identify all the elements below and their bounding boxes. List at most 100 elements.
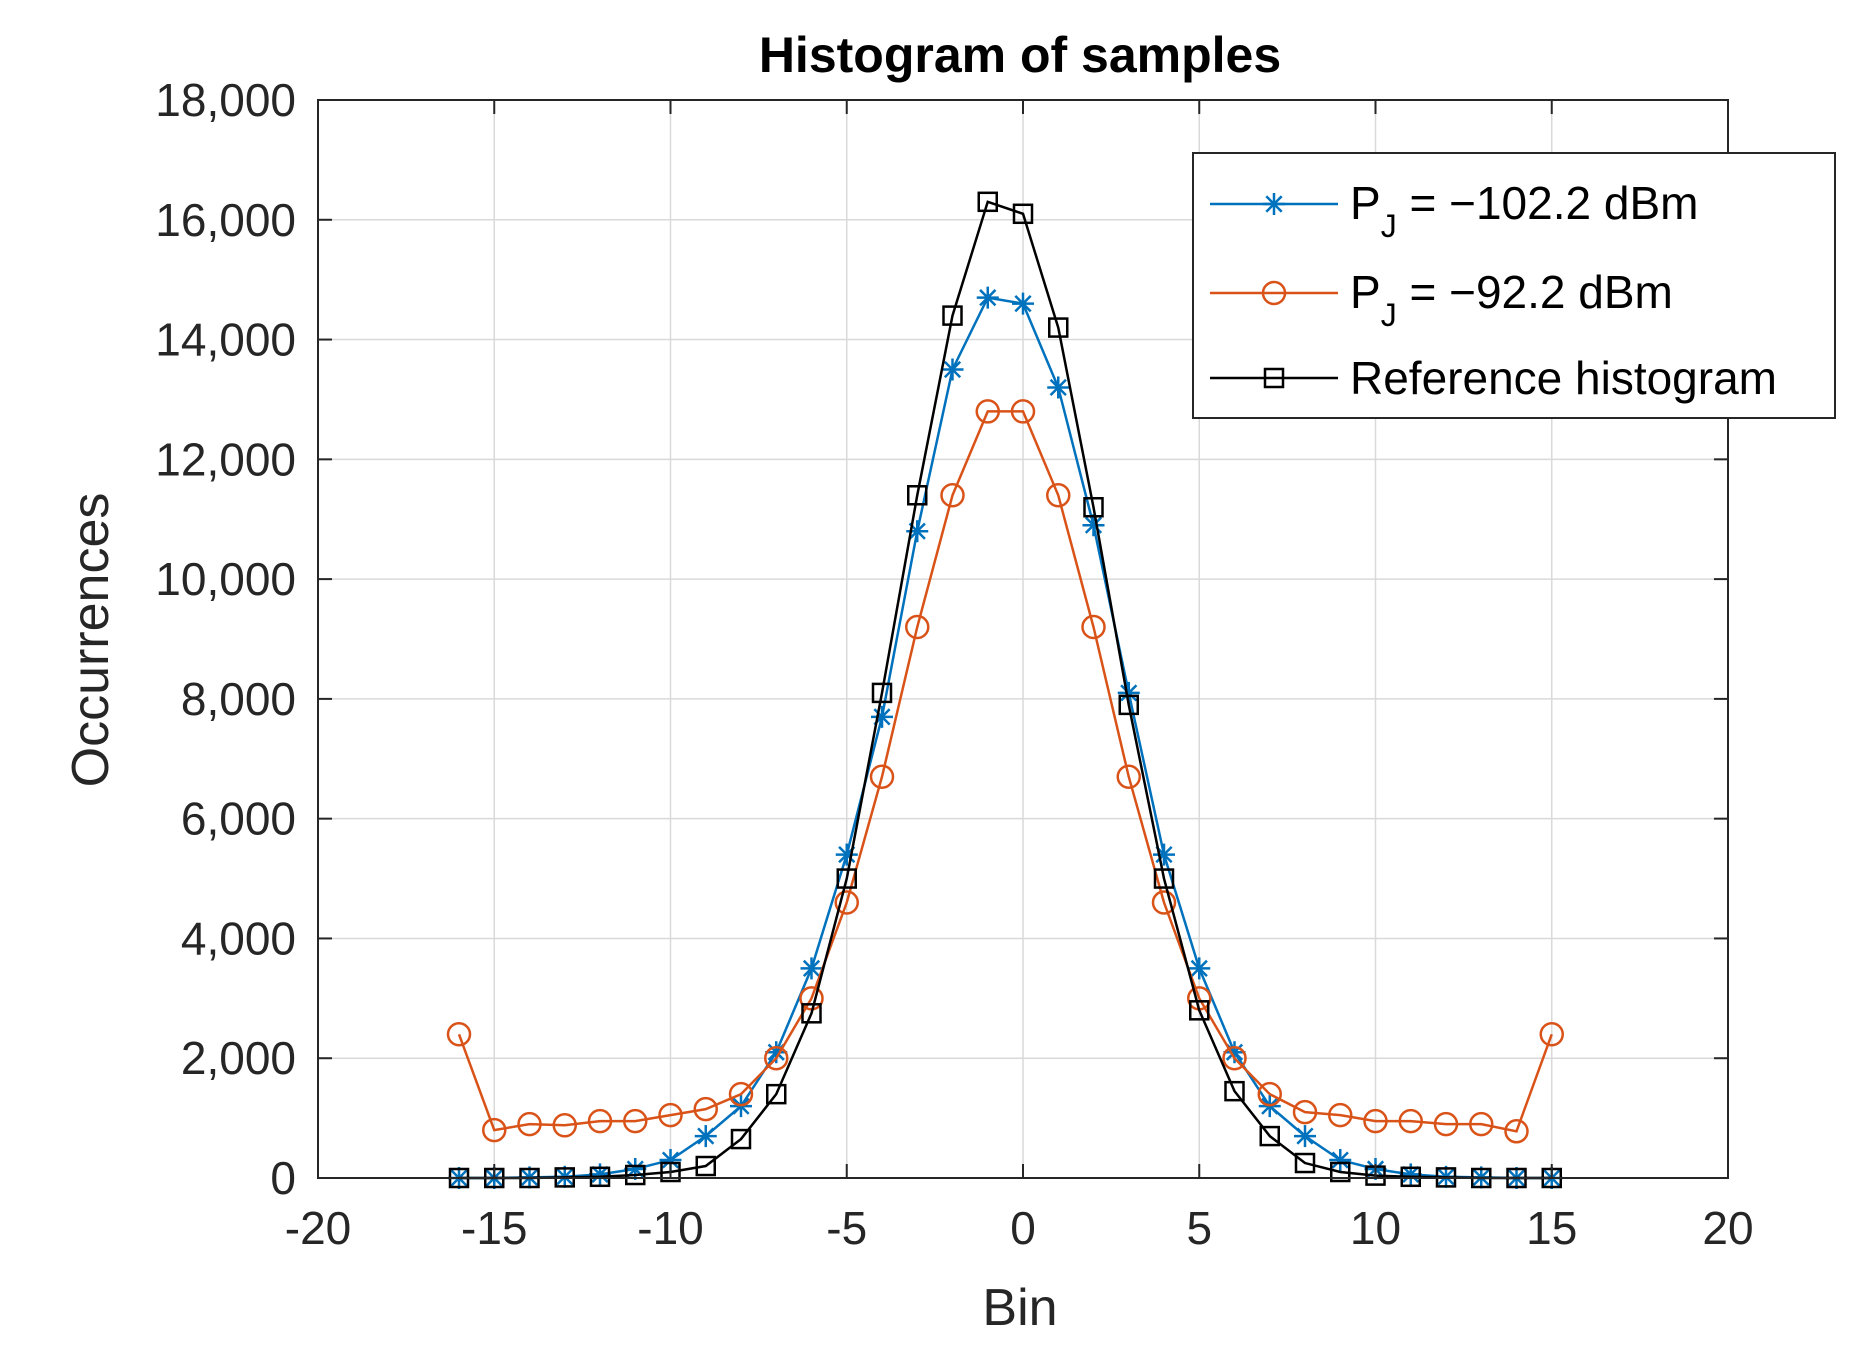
data-point — [1328, 1102, 1353, 1128]
y-tick-label: 18,000 — [155, 74, 296, 126]
data-point — [1330, 1161, 1351, 1183]
data-point — [1116, 764, 1141, 789]
data-point — [1081, 614, 1106, 640]
data-point — [693, 1096, 718, 1122]
data-point — [589, 1166, 611, 1188]
ticks: -20 -15 -10 -5 0 5 10 15 20 0 2,000 4,000 6,000 8,000… — [155, 74, 1753, 1254]
legend-label-1-main: P — [1350, 177, 1381, 229]
legend-label-2: PJ = −92.2 dBm — [1350, 266, 1673, 333]
legend-box — [1192, 152, 1836, 419]
data-point — [1433, 1111, 1459, 1137]
data-point — [1118, 694, 1139, 716]
data-point — [942, 305, 963, 326]
data-point — [836, 868, 857, 889]
data-point — [977, 191, 998, 213]
data-point — [1047, 376, 1070, 399]
data-point — [1083, 496, 1104, 518]
data-point — [1504, 1119, 1529, 1144]
chart-title: Histogram of samples — [759, 27, 1281, 83]
legend-marker-2 — [1261, 280, 1287, 306]
x-tick-label: 5 — [1186, 1202, 1212, 1254]
data-point — [1012, 292, 1034, 315]
y-tick-label: 10,000 — [155, 553, 296, 605]
legend-marker-symbol — [1263, 193, 1285, 215]
data-point — [1400, 1166, 1421, 1188]
series-line-3 — [459, 200, 1552, 1180]
x-tick-label: -15 — [461, 1202, 527, 1254]
data-point — [446, 1022, 472, 1047]
legend-label-2-rest: = −92.2 dBm — [1397, 266, 1673, 318]
data-point — [1259, 1125, 1280, 1147]
x-tick-label: 0 — [1010, 1202, 1036, 1254]
data-point — [764, 1045, 789, 1071]
data-point — [1048, 317, 1069, 338]
legend-entry-2: PJ = −92.2 dBm — [1210, 266, 1673, 333]
data-point — [1257, 1081, 1282, 1107]
data-point — [728, 1081, 754, 1107]
data-point — [517, 1111, 542, 1137]
data-point — [695, 1155, 716, 1177]
data-point — [941, 358, 964, 381]
data-point — [1153, 868, 1175, 889]
legend-label-2-main: P — [1350, 266, 1381, 318]
data-point — [694, 1125, 717, 1148]
data-point — [1363, 1108, 1388, 1134]
x-axis-title: Bin — [982, 1279, 1057, 1337]
data-point — [976, 286, 999, 309]
data-point — [660, 1161, 681, 1183]
data-point — [730, 1128, 752, 1150]
data-point — [1046, 483, 1071, 508]
data-point — [1012, 203, 1034, 225]
data-point — [1010, 399, 1036, 424]
legend-label-1-rest: = −102.2 dBm — [1397, 177, 1699, 229]
data-point — [1294, 1125, 1316, 1148]
data-point — [975, 399, 1000, 424]
data-point — [907, 485, 928, 506]
data-point — [482, 1117, 507, 1143]
data-point — [766, 1083, 787, 1105]
series-line-2 — [457, 410, 1553, 1133]
data-point — [834, 890, 859, 915]
legend-label-1-sub: J — [1381, 208, 1397, 244]
data-point — [1294, 1152, 1316, 1174]
data-point — [552, 1113, 577, 1138]
data-point — [1151, 890, 1177, 915]
data-point — [800, 957, 823, 980]
data-point — [871, 682, 893, 704]
x-tick-label: -10 — [637, 1202, 703, 1254]
y-tick-label: 14,000 — [155, 314, 296, 366]
x-tick-label: 15 — [1526, 1202, 1577, 1254]
legend: PJ = −102.2 dBm PJ = −92.2 dBm Reference… — [1192, 152, 1836, 419]
legend-marker-1 — [1263, 193, 1285, 215]
x-tick-label: -20 — [285, 1202, 351, 1254]
x-tick-label: 10 — [1350, 1202, 1401, 1254]
legend-entry-3: Reference histogram — [1210, 352, 1777, 404]
legend-marker-symbol — [1263, 367, 1285, 389]
data-point — [658, 1102, 683, 1128]
data-point — [905, 614, 930, 640]
data-point — [1189, 1000, 1210, 1021]
series-3 — [448, 191, 1562, 1189]
data-point — [1469, 1111, 1494, 1137]
data-point — [587, 1108, 613, 1134]
data-point — [624, 1158, 647, 1181]
data-point — [1539, 1022, 1564, 1047]
data-point — [1329, 1149, 1352, 1172]
legend-label-2-sub: J — [1381, 297, 1397, 333]
series-2 — [446, 399, 1564, 1144]
data-point — [1082, 514, 1105, 537]
y-tick-label: 8,000 — [181, 673, 296, 725]
data-point — [1398, 1108, 1423, 1134]
y-tick-label: 2,000 — [181, 1032, 296, 1084]
legend-label-3: Reference histogram — [1350, 352, 1777, 404]
data-point — [1399, 1163, 1422, 1186]
data-point — [1292, 1099, 1318, 1125]
data-point — [869, 764, 895, 789]
data-point — [940, 483, 965, 508]
y-tick-label: 12,000 — [155, 433, 296, 485]
data-point — [1224, 1080, 1245, 1102]
data-point — [623, 1108, 648, 1134]
legend-marker-symbol — [1261, 280, 1287, 306]
